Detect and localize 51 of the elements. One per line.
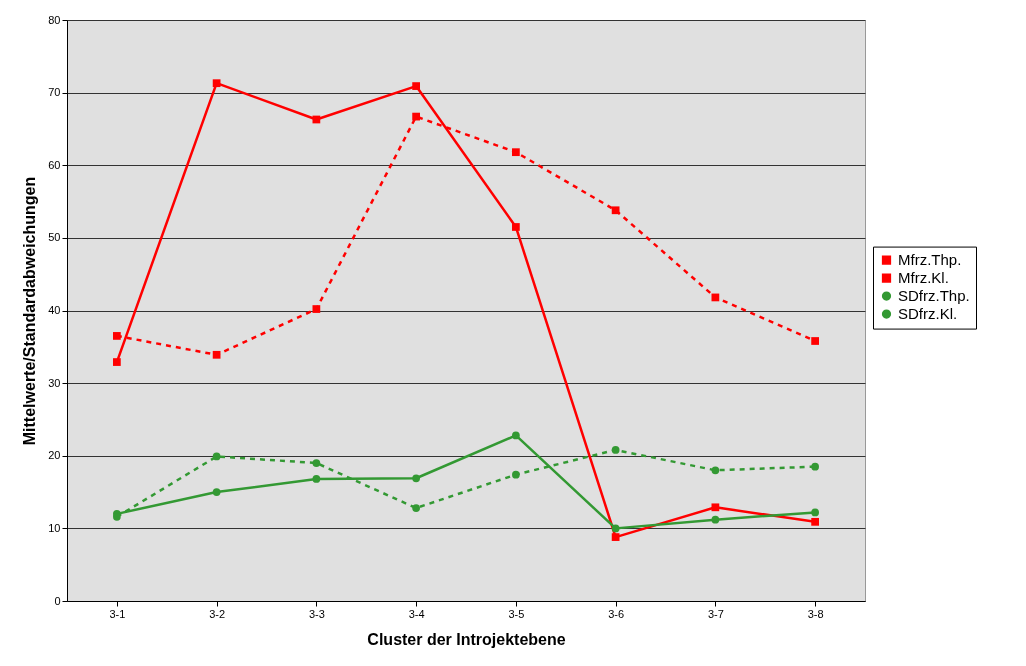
x-axis-title: Cluster der Introjektebene — [367, 630, 566, 648]
point — [711, 503, 720, 512]
y-tick-label: 70 — [48, 86, 61, 99]
point — [512, 223, 520, 231]
point — [711, 466, 720, 475]
y-tick-label: 30 — [48, 376, 61, 389]
y-tick-label: 80 — [48, 13, 61, 26]
x-tick-label: 3-8 — [807, 607, 824, 620]
point — [611, 446, 620, 454]
point — [611, 533, 620, 541]
point — [212, 350, 221, 359]
point — [711, 515, 720, 524]
point — [811, 462, 819, 471]
y-tick-label: 0 — [54, 594, 61, 607]
point — [312, 475, 321, 483]
point — [512, 431, 520, 440]
point — [312, 305, 321, 313]
y-tick-label: 40 — [48, 304, 61, 316]
y-tick-label: 50 — [48, 231, 61, 244]
x-tick-label: 3-2 — [209, 607, 226, 620]
x-tick-label: 3-7 — [707, 607, 724, 620]
legend-label: SDfrz.Kl. — [898, 305, 958, 323]
point — [412, 82, 420, 90]
x-tick-label: 3-5 — [508, 607, 525, 620]
point — [212, 452, 221, 461]
point — [811, 337, 819, 345]
point — [113, 332, 121, 340]
legend-label: SDfrz.Thp. — [898, 287, 970, 305]
point — [512, 470, 520, 479]
x-tick-label: 3-1 — [109, 607, 126, 620]
point — [312, 459, 321, 467]
point — [512, 148, 520, 157]
legend-label: Mfrz.Thp. — [898, 251, 962, 269]
y-tick-label: 20 — [48, 449, 61, 462]
point — [412, 112, 420, 121]
point — [811, 517, 819, 526]
y-tick-label: 60 — [48, 158, 61, 171]
y-axis-title: Mittelwerte/Standardabweichungen — [21, 176, 39, 446]
point — [811, 508, 819, 517]
point — [212, 79, 221, 88]
point — [412, 504, 420, 512]
y-tick-label: 10 — [48, 521, 61, 534]
x-tick-label: 3-6 — [608, 607, 625, 620]
point — [611, 524, 620, 533]
point — [611, 206, 620, 215]
point — [412, 474, 420, 483]
x-tick-label: 3-4 — [408, 607, 425, 620]
point — [212, 488, 221, 496]
legend-label: Mfrz.Kl. — [898, 269, 949, 287]
point — [113, 358, 121, 366]
x-tick-label: 3-3 — [308, 607, 325, 620]
